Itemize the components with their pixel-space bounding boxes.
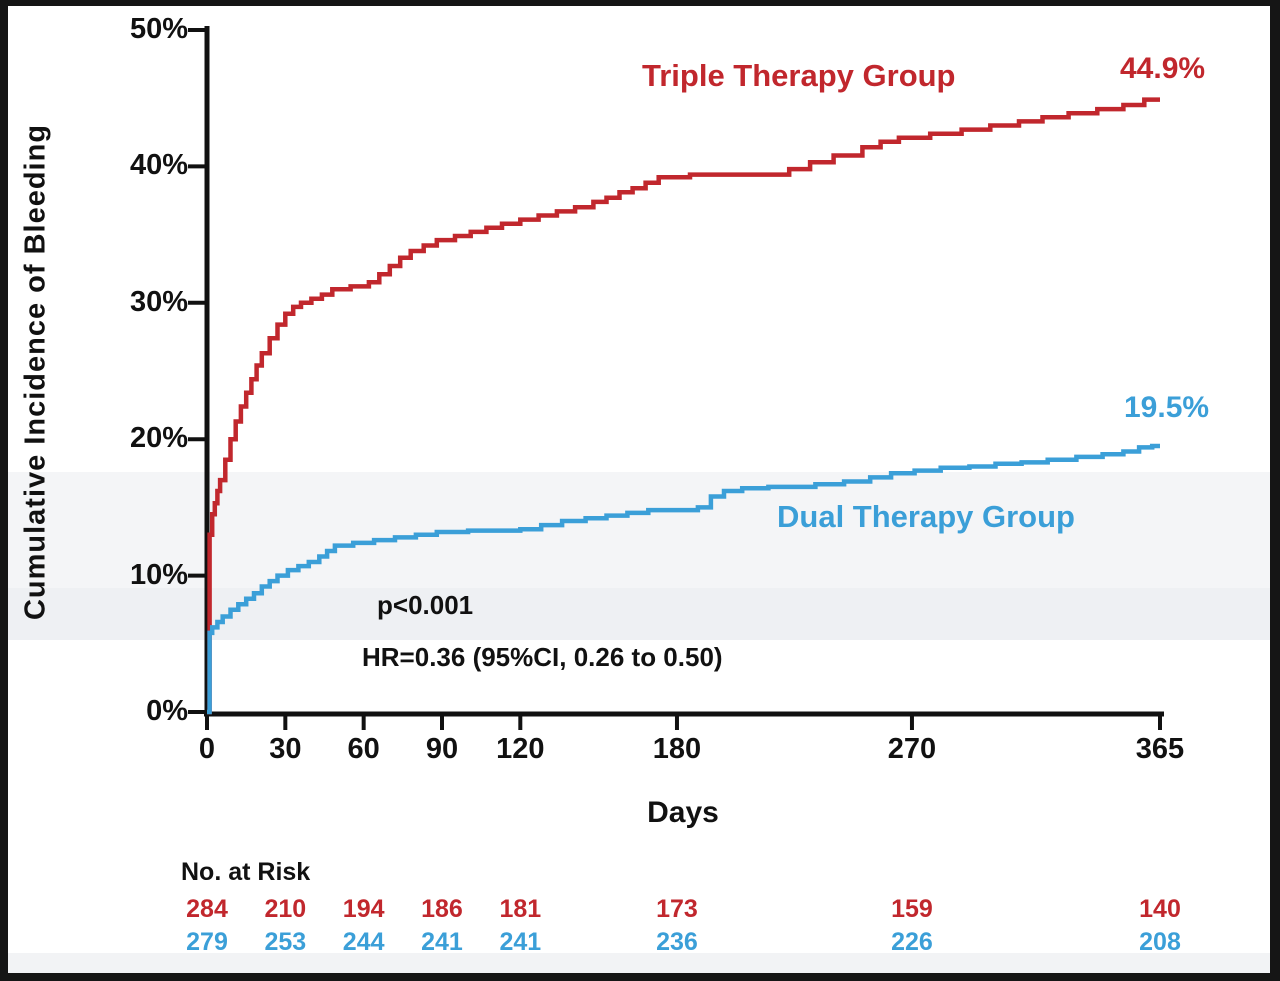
risk-count-triple: 194 <box>342 895 385 923</box>
y-tick-label: 30% <box>129 285 188 318</box>
x-tick-label: 0 <box>198 733 216 765</box>
y-tick-label: 10% <box>129 558 188 591</box>
risk-count-dual: 241 <box>499 928 542 956</box>
triple-therapy-series-label: Triple Therapy Group <box>642 58 956 93</box>
scan-highlight-band <box>8 588 1270 640</box>
y-tick-label: 20% <box>129 422 188 455</box>
axes <box>188 26 1164 730</box>
x-tick-label: 30 <box>269 733 302 765</box>
x-tick-label: 180 <box>652 733 702 765</box>
risk-count-triple: 284 <box>186 895 228 923</box>
risk-count-dual: 244 <box>342 928 385 956</box>
x-axis-title: Days <box>647 796 719 829</box>
risk-count-dual: 241 <box>421 928 463 956</box>
risk-count-dual: 236 <box>656 928 698 956</box>
risk-count-triple: 186 <box>421 895 463 923</box>
risk-count-triple: 159 <box>891 895 933 923</box>
triple-therapy-curve <box>207 97 1160 715</box>
risk-count-triple: 181 <box>499 895 542 923</box>
dual-therapy-end-value: 19.5% <box>1124 391 1210 424</box>
y-tick-label: 40% <box>129 149 188 182</box>
p-value-annotation: p<0.001 <box>377 590 474 620</box>
x-tick-label: 60 <box>347 733 380 765</box>
x-tick-label: 120 <box>496 733 545 765</box>
dual-therapy-curve <box>207 443 1160 715</box>
risk-count-dual: 279 <box>186 928 228 956</box>
risk-count-triple: 210 <box>264 895 307 923</box>
risk-count-triple: 173 <box>656 895 698 923</box>
triple-therapy-end-value: 44.9% <box>1120 52 1206 85</box>
x-tick-label: 270 <box>887 733 937 765</box>
y-tick-label: 50% <box>129 13 188 45</box>
risk-count-dual: 253 <box>264 928 307 956</box>
survival-curves <box>207 97 1160 715</box>
y-tick-label: 0% <box>146 695 188 727</box>
risk-table-header: No. at Risk <box>181 858 311 886</box>
x-tick-label: 90 <box>425 733 459 765</box>
x-tick-label: 365 <box>1135 733 1185 765</box>
risk-count-dual: 226 <box>891 928 933 956</box>
risk-count-triple: 140 <box>1139 895 1181 923</box>
scan-highlight-band <box>8 953 1270 973</box>
y-axis-title: Cumulative Incidence of Bleeding <box>19 123 52 621</box>
risk-count-dual: 208 <box>1139 928 1181 956</box>
hazard-ratio-annotation: HR=0.36 (95%CI, 0.26 to 0.50) <box>362 642 723 672</box>
dual-therapy-series-label: Dual Therapy Group <box>777 499 1075 534</box>
